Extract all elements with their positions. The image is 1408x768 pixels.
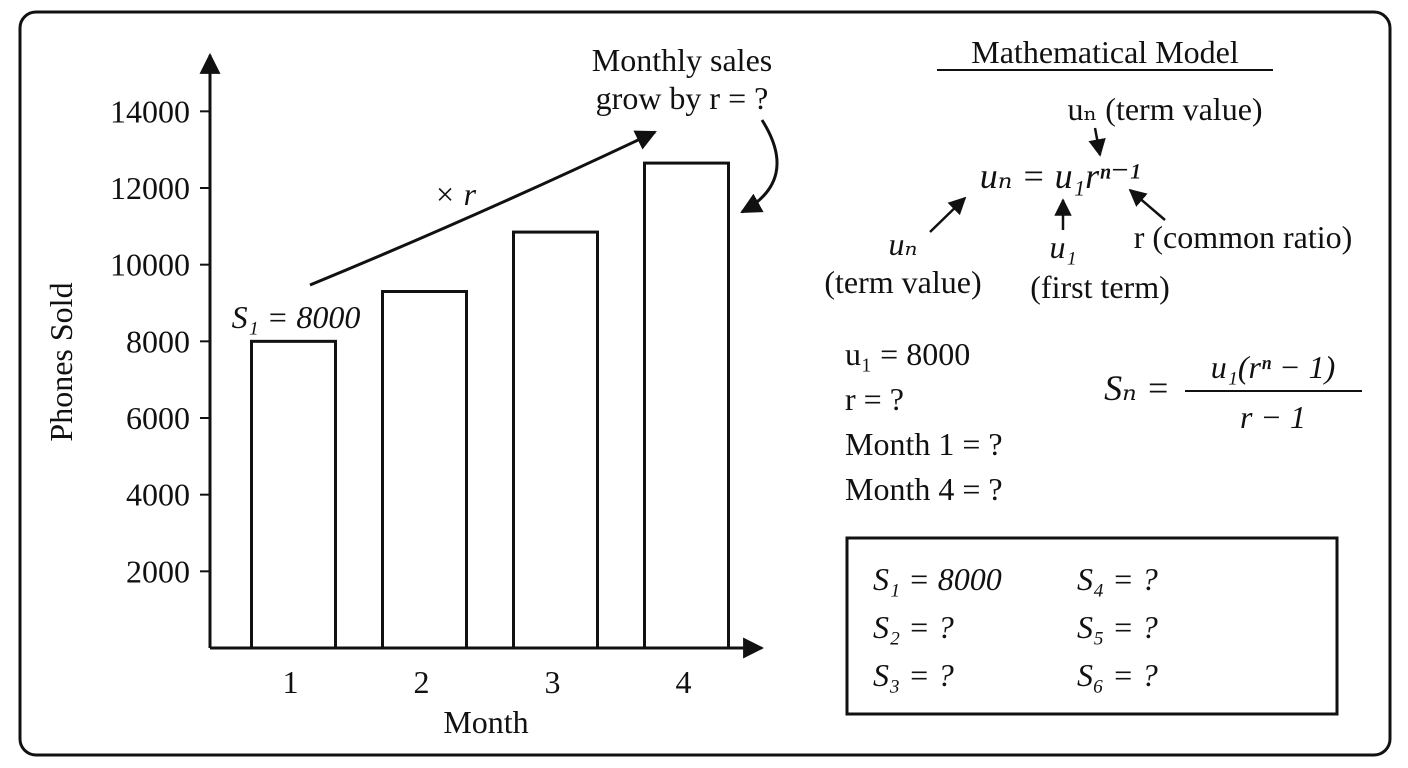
growth-arrow	[309, 130, 657, 287]
x-tick-label: 1	[283, 664, 299, 700]
sum-lhs: Sₙ =	[1104, 368, 1170, 408]
x-tick-label: 4	[676, 664, 692, 700]
first-term-annotation: S₁ = 8000	[232, 299, 361, 335]
sum: S₁ = 8000	[873, 561, 1002, 597]
given: Month 1 = ?	[845, 426, 1003, 462]
sum: S₅ = ?	[1077, 609, 1158, 645]
y-tick-label: 14000	[110, 93, 190, 129]
given: Month 4 = ?	[845, 471, 1003, 507]
sum-numerator: u₁(rⁿ − 1)	[1211, 349, 1336, 385]
y-axis-label: Phones Sold	[43, 282, 79, 441]
label-middle: (first term)	[1030, 269, 1170, 305]
arrow	[1128, 188, 1166, 221]
given: r = ?	[845, 381, 904, 417]
chart: Phones Sold Month S₁ = 8000 × r Monthly …	[43, 42, 779, 740]
label-top: uₙ (term value)	[1067, 91, 1262, 127]
arrow	[929, 196, 967, 233]
label-left: uₙ	[889, 226, 918, 262]
sum: S₆ = ?	[1077, 657, 1158, 693]
bar	[250, 339, 337, 650]
label-left: (term value)	[824, 264, 981, 300]
y-tick-label: 10000	[110, 247, 190, 283]
growth-annotation: Monthly sales	[592, 42, 772, 78]
given: u₁ = 8000	[845, 336, 970, 372]
x-axis-label: Month	[443, 704, 528, 740]
formula: uₙ = u₁rⁿ⁻¹	[980, 156, 1141, 196]
y-tick-label: 12000	[110, 170, 190, 206]
growth-arrow	[740, 119, 779, 214]
y-tick-label: 2000	[126, 553, 190, 589]
arrow	[1088, 127, 1106, 157]
sum-denominator: r − 1	[1240, 399, 1306, 435]
x-tick-label: 3	[545, 664, 561, 700]
label-right: r (common ratio)	[1134, 219, 1353, 255]
ratio-annotation: × r	[434, 176, 477, 212]
bar	[381, 290, 468, 650]
y-tick-label: 4000	[126, 477, 190, 513]
y-tick-label: 6000	[126, 400, 190, 436]
x-tick-label: 2	[414, 664, 430, 700]
label-middle: u₁	[1049, 229, 1076, 265]
sum: S₃ = ?	[873, 657, 954, 693]
y-tick-label: 8000	[126, 323, 190, 359]
bar	[643, 161, 730, 650]
model: Mathematical Model uₙ (term value) uₙ = …	[824, 34, 1362, 716]
sum: S₂ = ?	[873, 609, 954, 645]
frame	[18, 10, 1392, 757]
sum: S₄ = ?	[1077, 561, 1158, 597]
growth-annotation: grow by r = ?	[596, 80, 769, 116]
model-title: Mathematical Model	[971, 34, 1239, 70]
bar	[512, 230, 599, 650]
sums-box	[845, 536, 1339, 716]
